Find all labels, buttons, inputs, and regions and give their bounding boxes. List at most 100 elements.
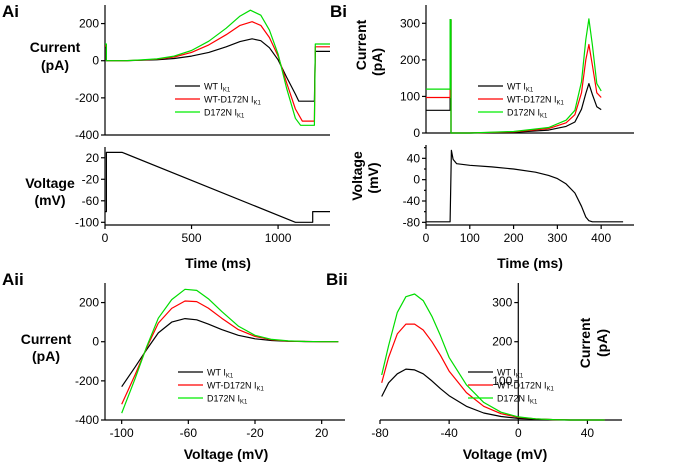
Bii-xtick-label: 40 [581,426,595,440]
Ai-voltage-series-0 [105,151,330,223]
Ai-current-ytick-label: 200 [79,17,99,31]
plot-Bi-current: 0 100 200 300 [400,5,634,140]
Ai-current-ytick-label: -200 [75,91,99,105]
Bi-voltage-xtick-label: 200 [504,231,524,245]
legend-prefix: I [235,108,238,118]
Aii-ytick-label: -400 [75,413,99,427]
legend-label: WT-D172N IK1 [497,381,555,393]
legend-name: WT [507,82,523,92]
bii-ylabel-line1: Current [577,317,593,368]
plot-Ai-current: -400 -200 0 200 [75,5,330,142]
legend-subscript: K1 [526,88,534,94]
legend-subscript: K1 [547,387,555,393]
legend-label: WT-D172N IK1 [207,381,265,393]
bi-voltage-ylabel-line2: (mV) [365,162,381,193]
legend-name: WT-D172N [204,95,251,105]
legend-name: WT-D172N [207,381,254,391]
bi-voltage-ylabel-line1: Voltage [349,151,365,201]
Aii-ytick-label: -200 [75,374,99,388]
aii-ylabel-line2: (pA) [32,348,60,364]
Bi-current-series-2 [426,18,602,134]
legend-label: D172N IK1 [497,394,538,406]
Ai-current-series-1 [105,21,330,122]
legend-prefix: I [238,394,241,404]
Bii-xtick-label: 0 [515,426,522,440]
legend-prefix: I [544,381,547,391]
Aii-xtick-label: -60 [180,426,198,440]
legend-name: WT-D172N [497,381,544,391]
legend-prefix: I [554,95,557,105]
Bii-ytick-label: 100 [492,374,512,388]
legend-label: WT IK1 [497,368,524,380]
legend-subscript: K1 [240,400,248,406]
legend-prefix: I [538,108,541,118]
plot-Aii: -400 -200 0 200 -100 -60 -20 20 [75,283,345,440]
legend-prefix: I [223,368,226,378]
legend-label: WT-D172N IK1 [507,95,565,107]
legend-label: D172N IK1 [207,394,248,406]
legend-subscript: K1 [540,114,548,120]
legend-label: WT IK1 [207,368,234,380]
legend-subscript: K1 [223,88,231,94]
bii-xlabel: Voltage (mV) [463,446,548,462]
Ai-voltage-xtick-label: 500 [182,231,202,245]
Ai-voltage-xtick-label: 1000 [265,231,292,245]
panel-label-Bii: Bii [326,270,348,289]
Aii-xtick-label: 20 [315,426,329,440]
Bi-voltage-series-0 [426,149,624,223]
legend-name: WT [497,368,513,378]
Ai-current-series-0 [105,38,330,102]
legend-subscript: K1 [257,387,265,393]
aii-xlabel: Voltage (mV) [184,446,269,462]
plot-Bii: 100 200 300 -80 -40 0 40 [371,283,622,440]
legend-subscript: K1 [237,114,245,120]
panel-label-Ai: Ai [2,2,19,21]
legend-name: WT [207,368,223,378]
legend-label: WT IK1 [204,82,231,94]
Ai-voltage-ytick-label: -20 [82,172,100,186]
legend-label: WT-D172N IK1 [204,95,262,107]
plot-Ai-voltage: -100 -60 -20 20 0 500 1000 [75,147,330,245]
Bi-current-ytick-label: 300 [400,16,420,30]
Bii-xtick-label: -80 [371,426,389,440]
Ai-voltage-ytick-label: 20 [86,151,100,165]
Aii-series-2 [121,288,339,414]
legend-prefix: I [254,381,257,391]
legend-prefix: I [251,95,254,105]
legend-subscript: K1 [254,101,262,107]
ai-current-ylabel-line2: (pA) [41,57,69,73]
Ai-current-ytick-label: 0 [92,54,99,68]
ai-current-ylabel-line1: Current [30,39,81,55]
legend-prefix: I [523,82,526,92]
Bi-voltage-ytick-label: -40 [403,194,421,208]
Bi-current-ytick-label: 200 [400,53,420,67]
Bii-ytick-label: 300 [492,296,512,310]
Bi-current-ytick-label: 0 [413,126,420,140]
Aii-xtick-label: -100 [110,426,134,440]
bi-current-ylabel-line1: Current [353,19,369,70]
legend-prefix: I [528,394,531,404]
legend-subscript: K1 [530,400,538,406]
Bii-xtick-label: -40 [440,426,458,440]
Aii-ytick-label: 200 [79,296,99,310]
Bi-voltage-ytick-label: 40 [407,151,421,165]
Ai-current-series-2 [105,9,330,126]
Aii-ytick-label: 0 [92,335,99,349]
panel-label-Aii: Aii [2,270,24,289]
Bi-voltage-xtick-label: 0 [423,231,430,245]
Aii-xtick-label: -20 [246,426,264,440]
legend-subscript: K1 [557,101,565,107]
Bi-voltage-xtick-label: 300 [547,231,567,245]
bi-xlabel: Time (ms) [497,255,563,271]
legend-prefix: I [220,82,223,92]
Bi-voltage-ytick-label: -80 [403,215,421,229]
Ai-current-ytick-label: -400 [75,128,99,142]
legend-label: D172N IK1 [507,108,548,120]
legend-name: WT-D172N [507,95,554,105]
Bii-ytick-label: 200 [492,335,512,349]
